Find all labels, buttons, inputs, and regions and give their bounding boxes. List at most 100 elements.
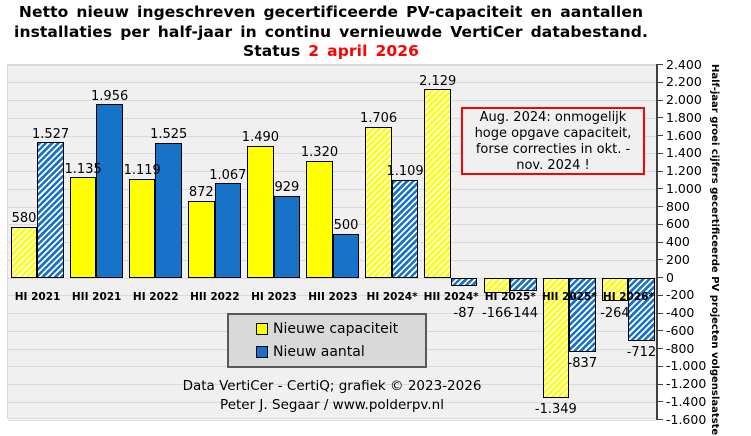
gridline: [8, 384, 656, 385]
gridline: [8, 100, 656, 101]
y-tick-label: 800: [666, 198, 690, 214]
bar-capaciteit-hii2022: [188, 200, 215, 278]
y-axis-title-line2: laatste VertiCer update (capaciteit in M…: [706, 396, 722, 436]
y-tick-label: 600: [666, 216, 690, 232]
chart-title-line1: Netto nieuw ingeschreven gecertificeerde…: [18, 3, 644, 21]
bar-aantal-hi2025: [510, 278, 537, 291]
y-axis-tick: [656, 152, 663, 154]
bar-aantal-hi2024: [391, 179, 419, 278]
y-tick-label: -200: [666, 287, 695, 303]
y-tick-label: -800: [666, 340, 695, 356]
bar-value-label: 2.129: [419, 73, 457, 89]
y-axis-tick: [656, 81, 663, 83]
y-tick-label: 1.000: [666, 180, 702, 196]
x-category-label: HII 2022: [190, 291, 240, 303]
bar-capaciteit-hii2025: [542, 278, 570, 398]
x-category-label: HI 2024*: [366, 291, 418, 303]
annotation-line: nov. 2024 !: [516, 158, 590, 173]
bar-aantal-hii2022: [214, 183, 242, 278]
x-category-label: HII 2021: [71, 291, 122, 303]
bar-value-label: -264: [600, 306, 630, 321]
footer-credits: Data VertiCer - CertiQ; grafiek © 2023-2…: [7, 377, 657, 414]
y-tick-label: -1.200: [666, 376, 707, 391]
gridline: [8, 277, 656, 279]
y-tick-label: 2.000: [666, 92, 702, 107]
gridline: [8, 117, 656, 119]
y-axis-tick: [656, 206, 663, 207]
bar-value-label: 1.320: [300, 145, 339, 161]
bar-value-label: 1.067: [209, 167, 247, 183]
annotation-line: forse correcties in okt. -: [475, 142, 631, 157]
bar-aantal-hi2026: [628, 278, 655, 342]
bar-capaciteit-hi2026: [601, 278, 629, 302]
x-category-label: HII 2023: [308, 291, 358, 303]
y-axis-tick: [656, 419, 663, 420]
y-axis-tick: [656, 312, 663, 314]
bar-value-label: 872: [188, 185, 214, 201]
y-tick-label: 0: [666, 269, 674, 285]
annotation-line: Aug. 2024: onmogelijk: [479, 110, 627, 125]
legend-swatch-aantal-icon: [256, 345, 268, 358]
y-tick-label: 1.200: [666, 163, 702, 178]
x-category-label: HII 2024*: [423, 291, 479, 303]
bar-capaciteit-hi2022: [128, 178, 156, 278]
bar-value-label: -837: [567, 356, 598, 372]
bar-value-label: 500: [333, 218, 359, 234]
y-axis-title: Half-jaar groei cijfers gecertificeerde …: [706, 64, 750, 436]
x-category-label: HI 2025*: [484, 291, 536, 303]
bar-value-label: -144: [508, 306, 539, 321]
y-tick-label: 1.800: [666, 109, 702, 125]
y-axis-tick: [656, 401, 663, 403]
y-tick-label: 2.200: [666, 74, 702, 90]
bar-value-label: -166: [482, 306, 512, 321]
gridline: [8, 64, 656, 66]
gridline: [8, 295, 656, 297]
y-axis-title-line1: Half-jaar groei cijfers gecertificeerde …: [709, 64, 720, 396]
gridline: [8, 401, 656, 403]
annotation-box: Aug. 2024: onmogelijk hoge opgave capaci…: [461, 107, 645, 175]
legend-label-capaciteit: Nieuwe capaciteit: [273, 321, 399, 338]
y-axis-tick: [656, 383, 663, 385]
status-date: 2 april 2026: [308, 42, 420, 60]
bar-aantal-hi2022: [155, 142, 182, 278]
y-axis-tick: [656, 188, 663, 190]
y-axis-tick: [656, 348, 663, 349]
y-tick-label: 400: [666, 234, 690, 249]
y-axis-tick: [656, 241, 663, 243]
bar-capaciteit-hi2023: [247, 145, 274, 278]
gridline: [8, 82, 656, 84]
bar-aantal-hii2023: [332, 233, 360, 278]
chart-title: Netto nieuw ingeschreven gecertificeerde…: [0, 3, 662, 62]
legend-item-capaciteit: Nieuwe capaciteit: [256, 321, 425, 337]
status-label: Status: [242, 42, 301, 60]
x-category-label: HI 2026*: [602, 291, 654, 303]
gridline: [8, 135, 656, 137]
y-axis-tick: [656, 294, 663, 296]
y-tick-label: -400: [666, 305, 695, 320]
bar-value-label: 1.109: [386, 164, 424, 180]
bar-value-label: 1.525: [150, 127, 188, 143]
bar-value-label: 1.135: [64, 161, 102, 177]
y-tick-label: 200: [666, 251, 690, 267]
bar-aantal-hi2023: [273, 195, 301, 278]
bar-value-label: 1.119: [123, 163, 161, 179]
bar-aantal-hii2025: [569, 278, 596, 353]
bar-aantal-hi2021: [37, 142, 64, 278]
y-axis-tick: [656, 223, 663, 225]
y-axis-tick: [656, 365, 663, 367]
bar-value-label: 929: [274, 180, 300, 196]
bar-value-label: 580: [11, 211, 37, 227]
bar-capaciteit-hi2021: [10, 226, 38, 278]
bar-value-label: -712: [626, 345, 657, 361]
y-axis-tick: [656, 99, 663, 101]
y-tick-label: -1.000: [666, 358, 707, 374]
bar-capaciteit-hii2021: [69, 177, 97, 278]
chart-title-status: Status 2 april 2026: [0, 42, 662, 62]
legend-item-aantal: Nieuw aantal: [256, 344, 425, 360]
y-axis-tick: [656, 64, 663, 65]
y-axis-tick: [656, 330, 663, 332]
bar-aantal-hii2021: [96, 104, 123, 278]
bar-capaciteit-hii2024: [424, 89, 451, 278]
legend-label-aantal: Nieuw aantal: [273, 343, 365, 360]
